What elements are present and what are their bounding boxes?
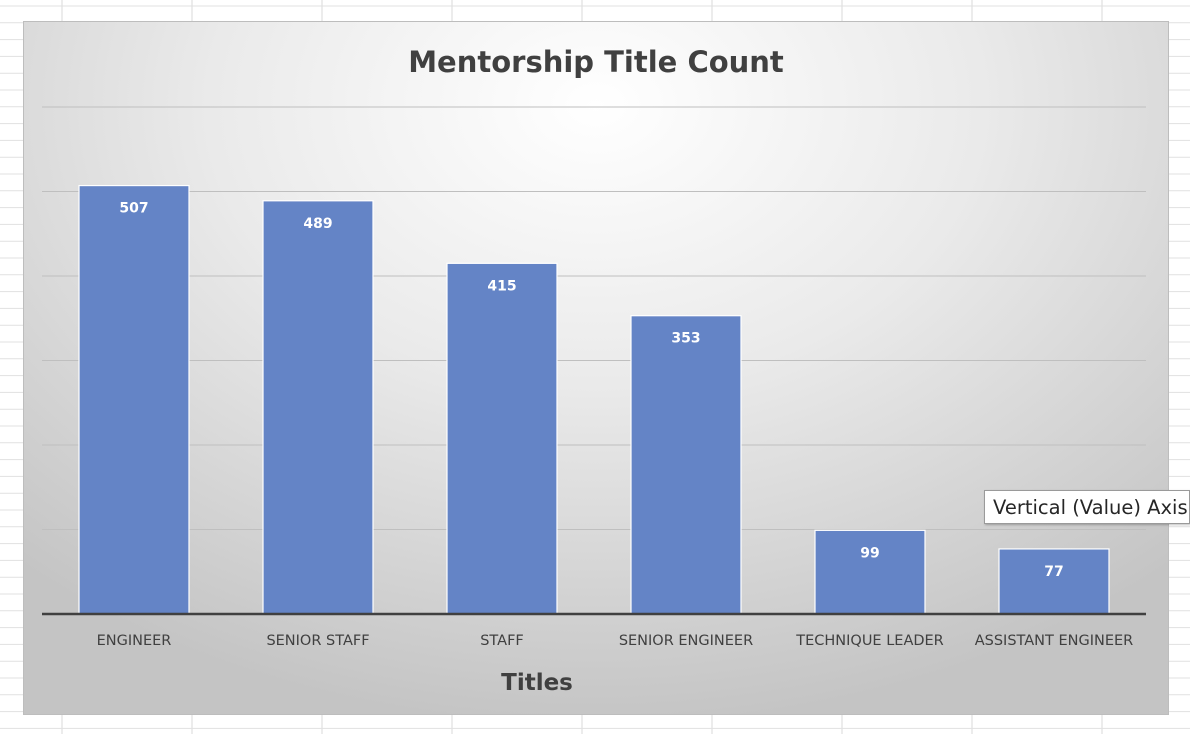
data-label: 99 <box>860 545 879 561</box>
axis-tooltip: Vertical (Value) Axis <box>984 490 1190 524</box>
x-tick-label: SENIOR STAFF <box>266 633 369 649</box>
gridlines <box>42 106 1146 530</box>
x-tick-label: ENGINEER <box>97 633 172 649</box>
x-tick-label: SENIOR ENGINEER <box>619 633 753 649</box>
chart-area[interactable]: 507 489 415 353 99 77 ENGINEER SENIOR STAFF STA… <box>24 22 1168 714</box>
bar[interactable] <box>446 262 558 615</box>
bar-series <box>78 184 1110 615</box>
x-tick-label: TECHNIQUE LEADER <box>795 633 944 649</box>
bar[interactable] <box>814 529 926 615</box>
data-label: 489 <box>303 216 332 232</box>
chart-title[interactable]: Mentorship Title Count <box>408 45 784 79</box>
x-axis-title[interactable]: Titles <box>501 670 573 696</box>
bar-chart: 507 489 415 353 99 77 ENGINEER SENIOR STAFF STA… <box>42 45 1146 696</box>
bar[interactable] <box>78 184 190 615</box>
data-labels: 507 489 415 353 99 77 <box>119 201 1063 580</box>
bar[interactable] <box>998 548 1110 615</box>
x-tick-label: STAFF <box>480 633 524 649</box>
data-label: 77 <box>1044 564 1063 580</box>
data-label: 507 <box>119 201 148 217</box>
data-label: 353 <box>671 331 700 347</box>
bar[interactable] <box>630 315 742 615</box>
x-tick-labels: ENGINEER SENIOR STAFF STAFF SENIOR ENGINEER… <box>97 633 1134 649</box>
x-tick-label: ASSISTANT ENGINEER <box>975 633 1134 649</box>
bar[interactable] <box>262 200 374 615</box>
data-label: 415 <box>487 278 516 294</box>
